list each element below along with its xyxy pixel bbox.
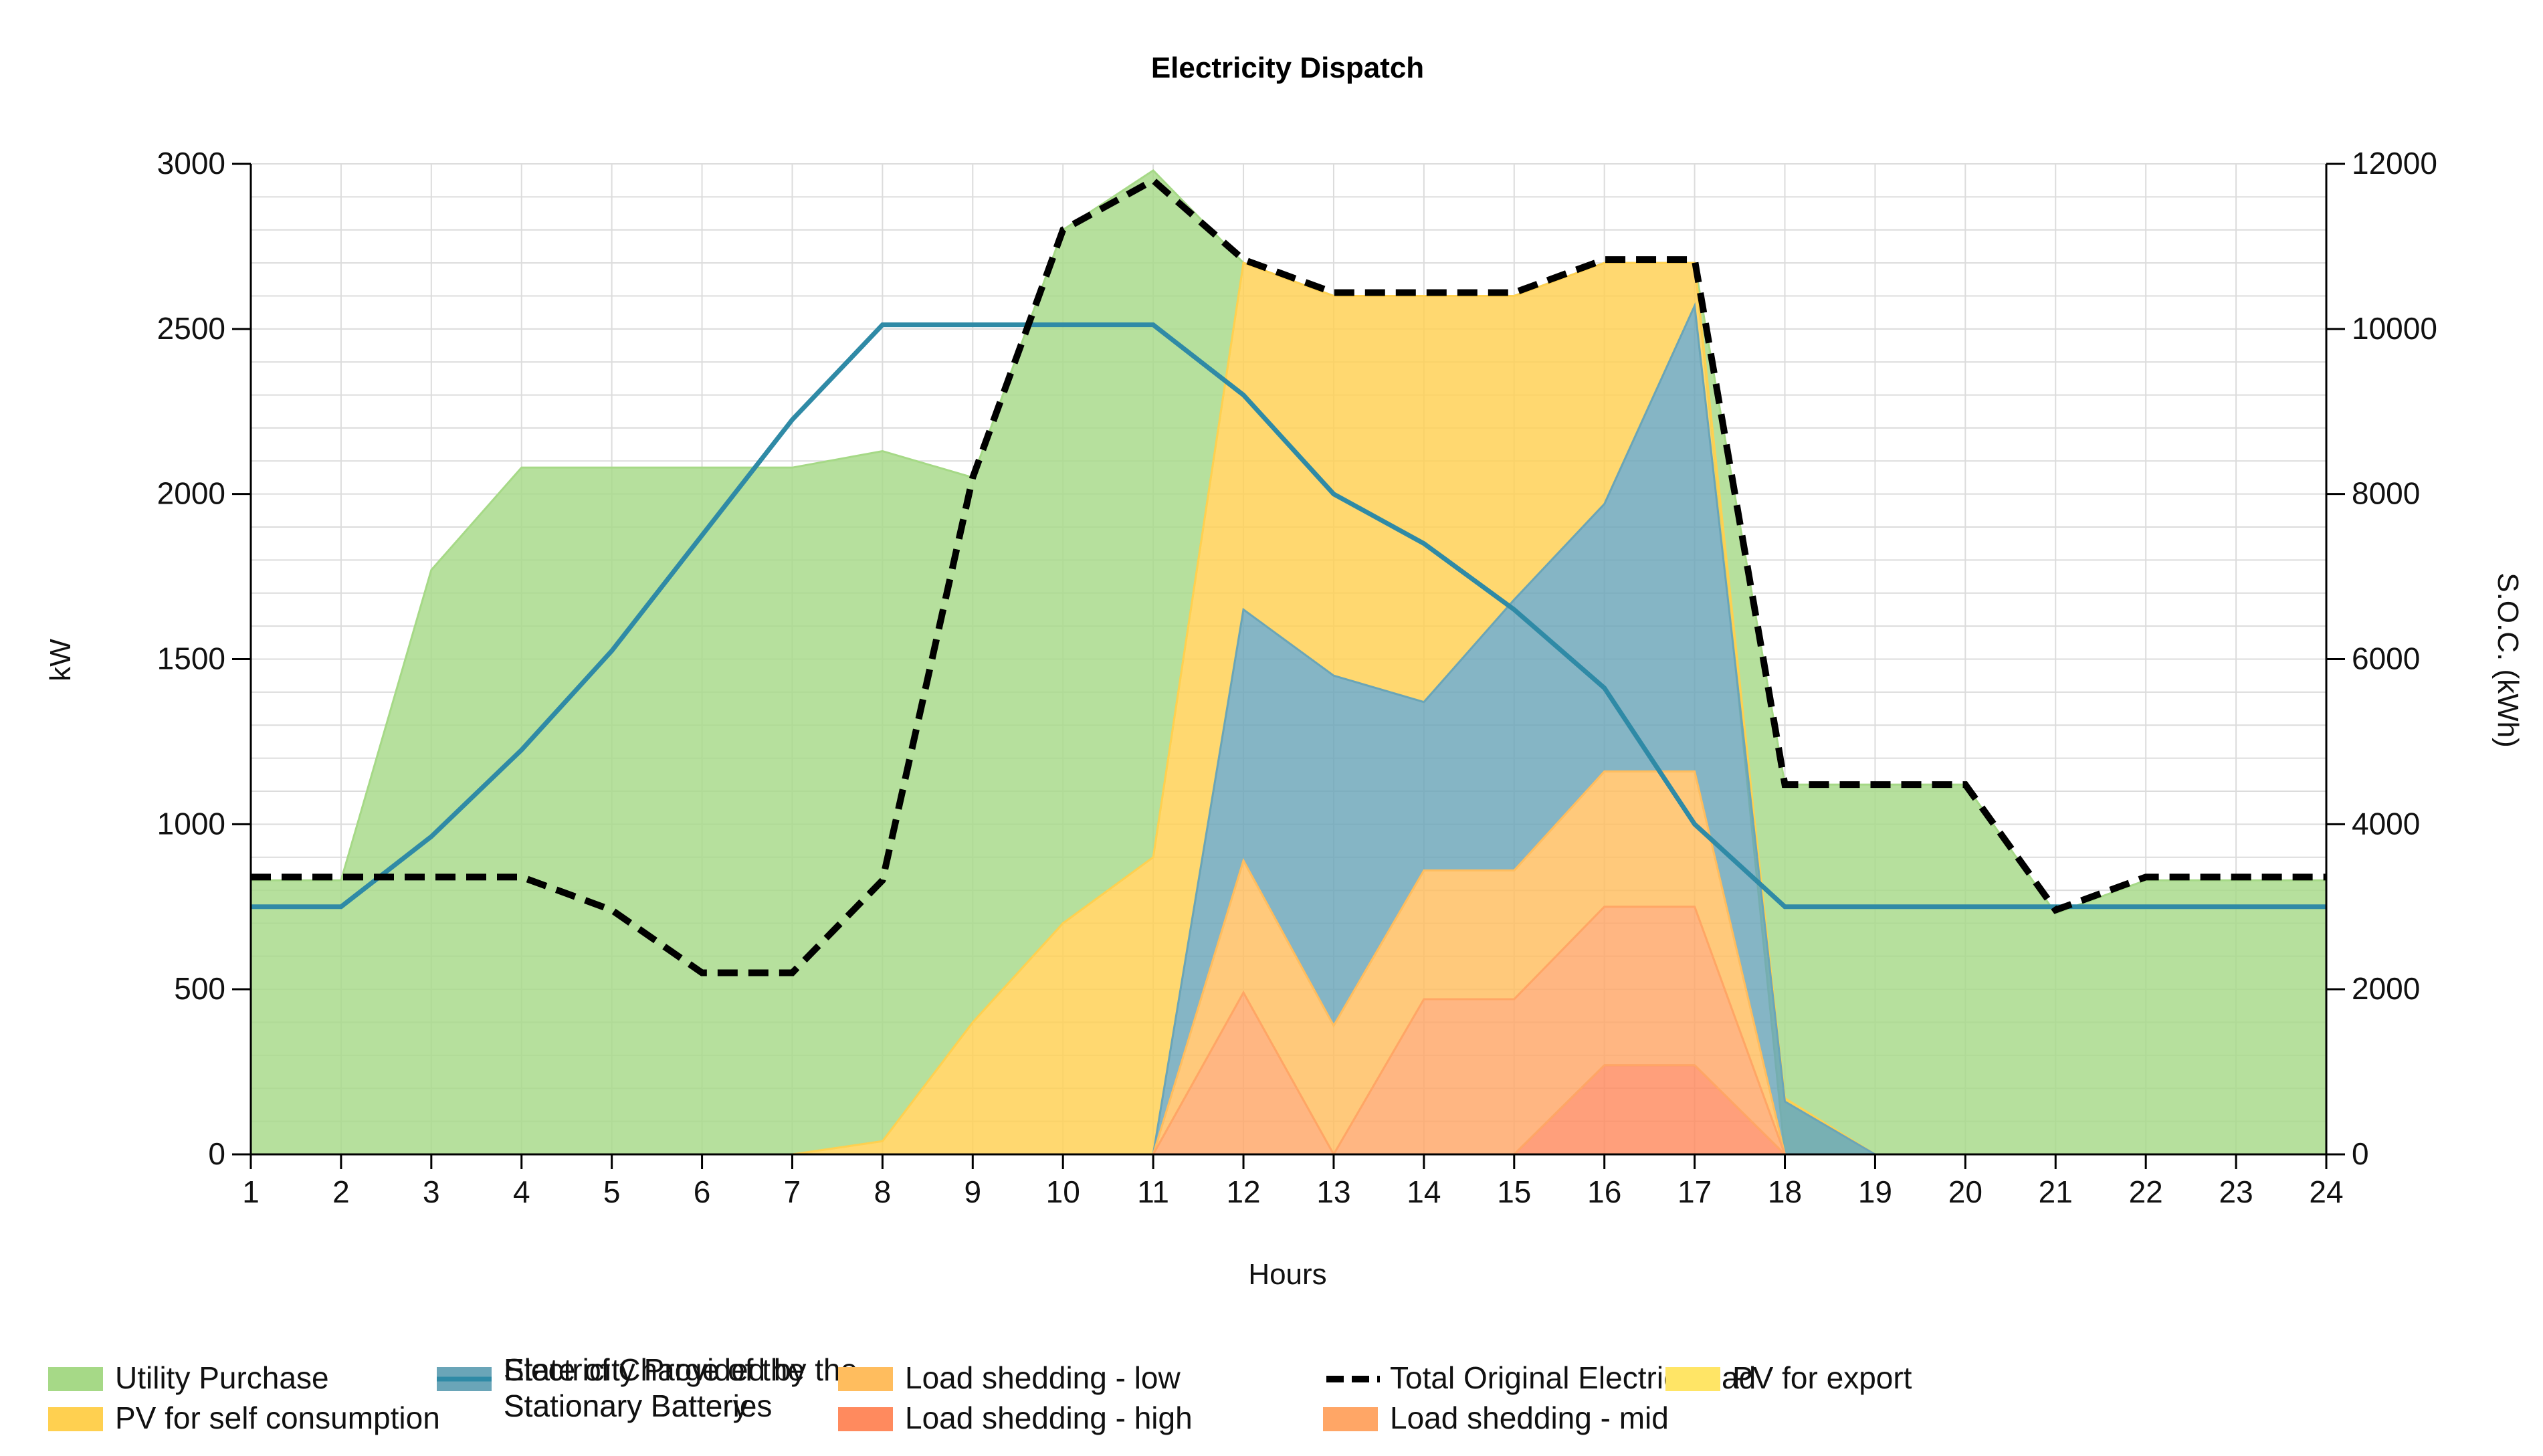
y-tick-label: 2500 [157,311,225,346]
x-tick-label: 4 [513,1174,530,1209]
x-tick-label: 13 [1316,1174,1350,1209]
x-tick-label: 10 [1046,1174,1080,1209]
legend-pv-for-self-consumption: PV for self consumption [48,1400,440,1435]
y-tick-label: 2000 [157,476,225,511]
x-tick-label: 2 [332,1174,350,1209]
x-tick-label: 17 [1677,1174,1712,1209]
legend-swatch [48,1367,103,1391]
y2-tick-label: 0 [2352,1136,2369,1171]
y-tick-label: 0 [208,1136,225,1171]
legend-label: Load shedding - low [905,1360,1181,1395]
y2-tick-label: 2000 [2352,971,2420,1006]
legend-load-shedding-low: Load shedding - low [838,1360,1181,1395]
legend-swatch [838,1367,893,1391]
legend-pv-for-export: PV for export [1665,1360,1912,1395]
legend: Utility Purchase PV for self consumption E… [48,1352,1912,1435]
x-tick-label: 22 [2129,1174,2163,1209]
legend-load-shedding-high: Load shedding - high [838,1400,1193,1435]
legend-swatch [1323,1407,1378,1431]
y2-axis-label: S.O.C. (kWh) [2491,573,2524,748]
legend-label: Electricity Provided by the Stationary Ba… [504,1352,857,1423]
line-layers [251,176,2326,976]
y2-tick-label: 4000 [2352,806,2420,841]
legend-swatch [1665,1367,1720,1391]
x-tick-label: 3 [423,1174,440,1209]
x-tick-label: 18 [1768,1174,1802,1209]
y2-tick-label: 6000 [2352,641,2420,676]
legend-state-of-charge-of-the-stationary-batteries: State of Charge of the Stationary Batteri… [437,1352,805,1423]
line-total-original-electric-load [251,176,2326,976]
x-tick-label: 8 [874,1174,892,1209]
legend-label: Utility Purchase [115,1360,329,1395]
legend-utility-purchase: Utility Purchase [48,1360,329,1395]
x-tick-label: 12 [1226,1174,1260,1209]
chart-title: Electricity Dispatch [1151,51,1424,84]
y-axis-label: kW [44,639,77,682]
x-tick-label: 23 [2219,1174,2253,1209]
x-tick-label: 9 [964,1174,982,1209]
x-tick-label: 20 [1948,1174,1982,1209]
legend-label: Load shedding - mid [1390,1400,1669,1435]
x-tick-label: 16 [1587,1174,1621,1209]
legend-label: State of Charge of the Stationary Batteri… [504,1352,805,1423]
y-tick-label: 500 [174,971,225,1006]
x-tick-label: 19 [1858,1174,1892,1209]
line-state-of-charge-of-the-stationary-batteries [251,322,2326,910]
legend-load-shedding-mid: Load shedding - mid [1323,1400,1669,1435]
x-tick-label: 1 [242,1174,260,1209]
legend-label: PV for self consumption [115,1400,440,1435]
legend-electricity-provided-by-the-stationary-battery: Electricity Provided by the Stationary Ba… [437,1352,857,1423]
x-tick-label: 24 [2309,1174,2343,1209]
legend-swatch [838,1407,893,1431]
y2-tick-label: 12000 [2352,146,2437,181]
legend-label: Load shedding - high [905,1400,1193,1435]
y2-tick-label: 10000 [2352,311,2437,346]
axes: 0 500 1000 1500 2000 2500 3000 0 2000 4000 6000 800… [157,146,2437,1209]
x-tick-label: 15 [1497,1174,1531,1209]
legend-swatch [48,1407,103,1431]
x-axis-label: Hours [1248,1258,1326,1291]
y-tick-label: 1500 [157,641,225,676]
y-tick-label: 3000 [157,146,225,181]
x-tick-label: 14 [1407,1174,1441,1209]
x-tick-label: 7 [784,1174,801,1209]
x-tick-label: 11 [1137,1174,1169,1209]
y-tick-label: 1000 [157,806,225,841]
legend-label: PV for export [1732,1360,1912,1395]
x-tick-label: 21 [2039,1174,2073,1209]
area-layers [249,169,2328,1157]
x-tick-label: 5 [603,1174,621,1209]
y2-tick-label: 8000 [2352,476,2420,511]
x-tick-label: 6 [694,1174,711,1209]
